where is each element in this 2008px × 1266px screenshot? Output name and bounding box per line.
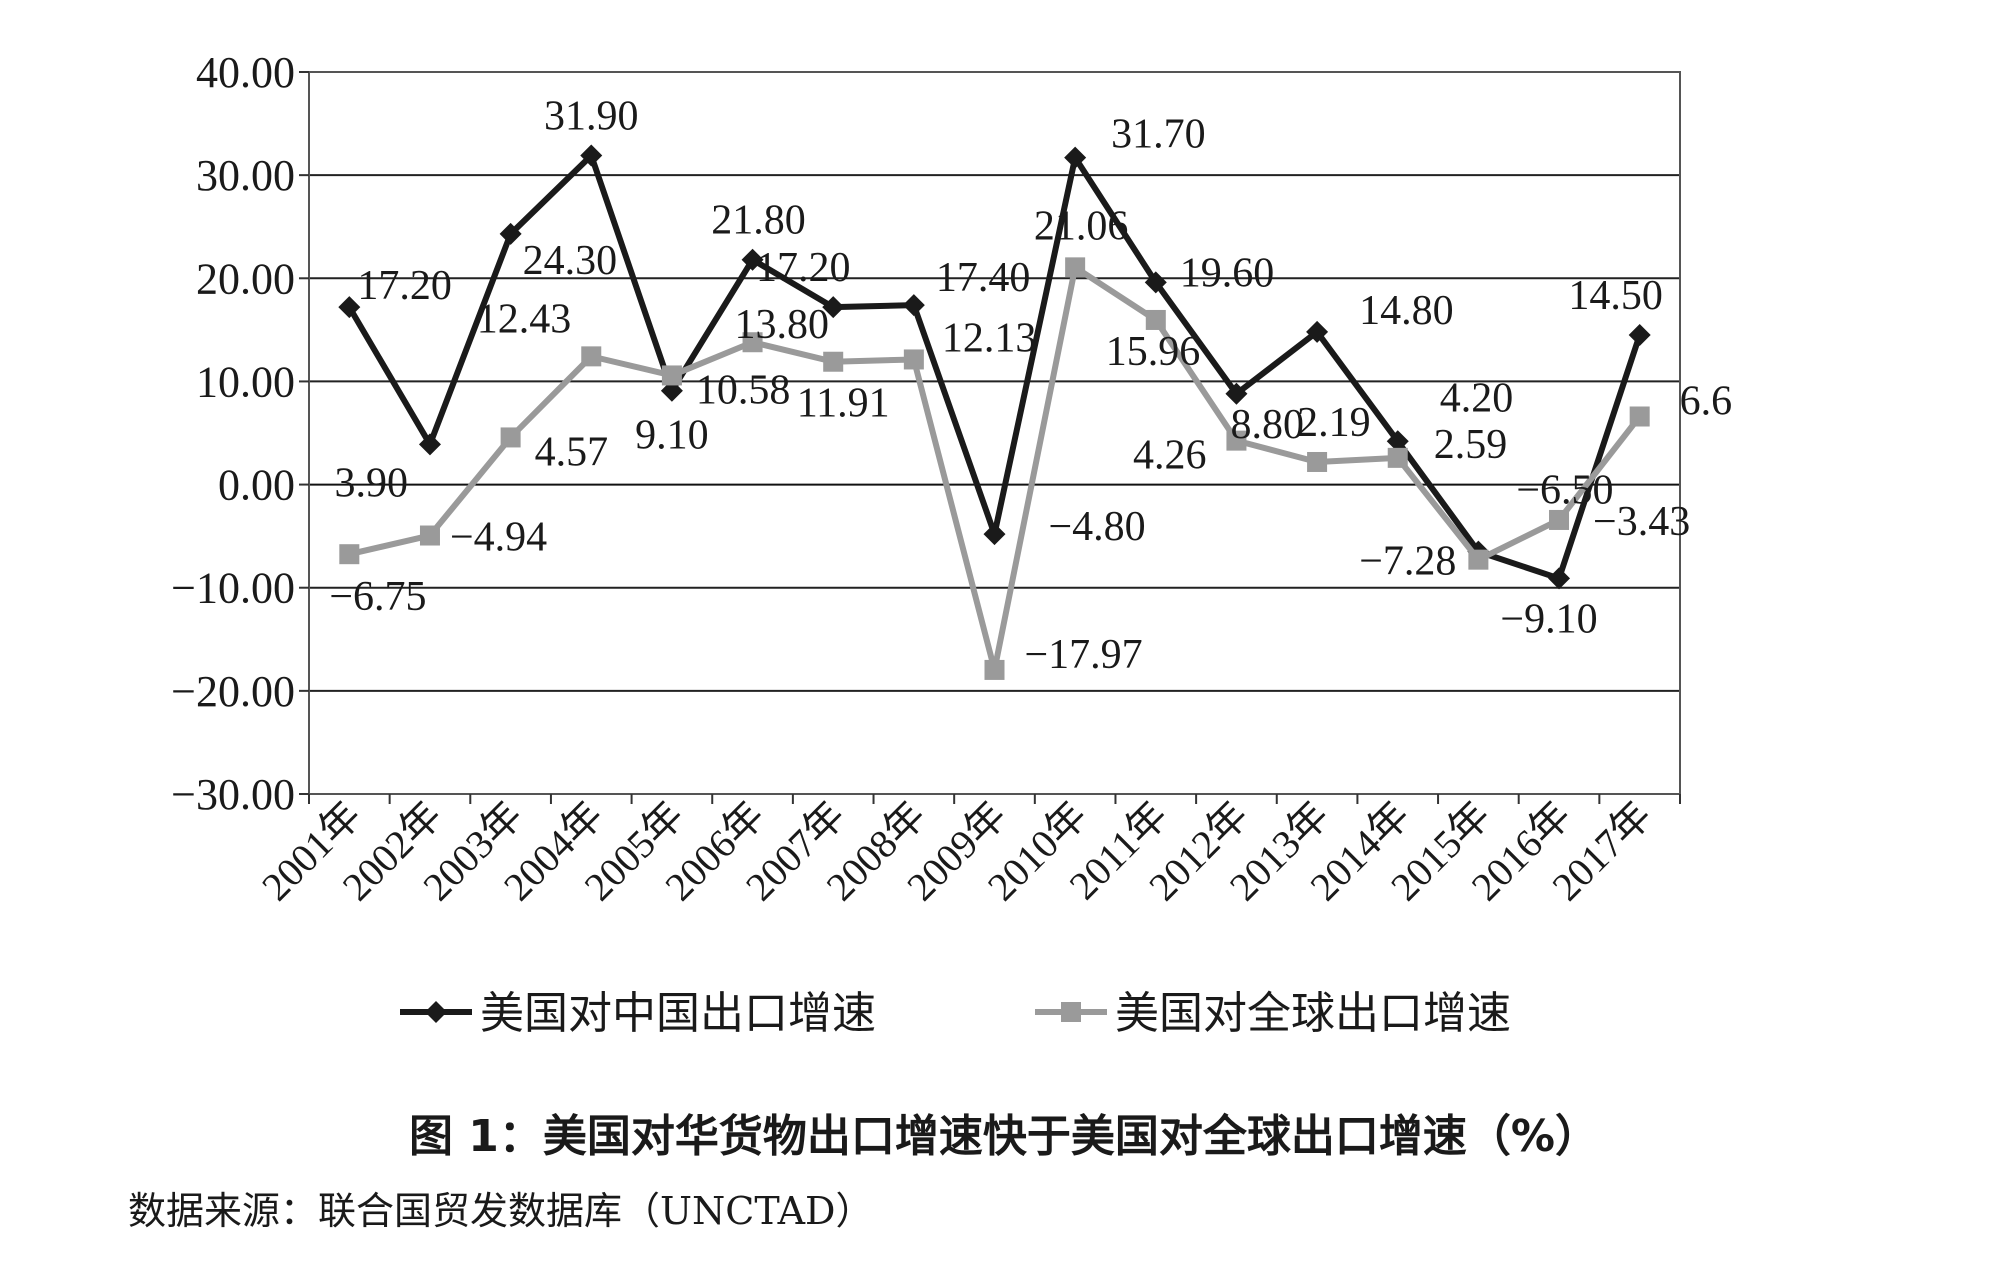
data-label: 8.80 [1230,402,1304,448]
data-label: 24.30 [523,238,618,284]
data-point-square [742,332,763,353]
data-point-diamond [902,294,925,317]
data-point-diamond [1306,320,1329,343]
data-label: −6.75 [329,574,426,620]
data-point-diamond [822,296,845,319]
legend-marker-square [1061,1002,1081,1022]
data-point-square [1226,430,1247,451]
y-tick-label: 30.00 [196,151,295,200]
data-label: −4.80 [1049,504,1146,550]
data-point-diamond [983,523,1006,546]
data-label: −6.50 [1516,468,1613,514]
data-point-diamond [1064,146,1087,169]
legend-label: 美国对全球出口增速 [1115,988,1511,1039]
data-label: 4.20 [1440,375,1514,421]
plot-frame [308,71,1681,795]
data-point-square [1065,257,1086,278]
data-point-square [419,525,440,546]
data-point-square [581,346,602,367]
data-label: 14.50 [1568,273,1663,319]
data-point-diamond [1225,382,1248,405]
data-label: 12.43 [477,296,572,342]
data-point-square [1629,406,1650,427]
data-label: 31.70 [1111,112,1206,158]
data-point-diamond [1144,271,1167,294]
y-tick-label: 20.00 [196,254,295,303]
y-tick-label: 40.00 [196,48,295,97]
data-label: 2.59 [1434,422,1508,468]
data-label: 21.06 [1034,203,1129,249]
data-label: 19.60 [1180,250,1275,296]
data-label: 17.20 [756,245,851,291]
legend: 美国对中国出口增速 美国对全球出口增速 [400,988,1511,1039]
data-point-diamond [1548,567,1571,590]
data-point-square [984,659,1005,680]
data-label: 31.90 [544,94,639,140]
data-point-square [1307,451,1328,472]
data-point-diamond [499,222,522,245]
data-label: 6.6 [1680,378,1733,424]
data-label: −17.97 [1025,632,1143,678]
data-point-diamond [338,296,361,319]
series-lines [338,144,1651,680]
data-label: 9.10 [635,413,709,459]
data-label: −4.94 [450,515,547,561]
data-label: 12.13 [942,315,1037,361]
data-point-square [823,351,844,372]
data-point-square [1387,447,1408,468]
data-label: 17.40 [936,255,1031,301]
data-label: 10.58 [696,367,791,413]
data-point-diamond [1386,430,1409,453]
data-label: 2.19 [1297,400,1371,446]
data-label: 21.80 [711,198,806,244]
data-point-square [339,544,360,565]
data-point-diamond [1628,324,1651,347]
data-label: 13.80 [735,302,830,348]
data-label: 11.91 [797,381,890,427]
data-point-square [661,365,682,386]
figure-caption: 图 1：美国对华货物出口增速快于美国对全球出口增速（%） [408,1111,1600,1162]
data-label: 14.80 [1359,288,1454,334]
y-tick-label: −30.00 [171,770,295,819]
y-tick-label: −10.00 [171,564,295,613]
data-point-square [903,349,924,370]
y-tick-label: 10.00 [196,357,295,406]
legend-label: 美国对中国出口增速 [480,988,876,1039]
data-label: 4.57 [535,429,609,475]
axes [299,71,1681,804]
data-label: −7.28 [1359,539,1456,585]
legend-marker-diamond [425,1001,447,1023]
data-point-square [1468,549,1489,570]
data-label: −3.43 [1593,499,1690,545]
y-tick-label: 0.00 [218,461,295,510]
data-source-note: 数据来源：联合国贸发数据库（UNCTAD） [128,1189,874,1233]
data-label: 4.26 [1133,433,1207,479]
data-point-diamond [418,433,441,456]
gridlines [309,71,1680,795]
data-point-diamond [741,248,764,271]
data-label: −9.10 [1500,596,1597,642]
data-point-square [1145,309,1166,330]
data-point-diamond [580,144,603,167]
x-tick-labels: 2001年2002年2003年2004年2005年2006年2007年2008年… [253,793,1660,910]
y-tick-label: −20.00 [171,667,295,716]
data-point-square [500,427,521,448]
y-tick-labels: 40.00 30.00 20.00 10.00 0.00 −10.00 −20.00 −30.… [171,48,295,819]
data-label: 17.20 [357,263,452,309]
data-label: 3.90 [334,460,408,506]
data-label: 15.96 [1106,329,1201,375]
data-point-square [1549,509,1570,530]
